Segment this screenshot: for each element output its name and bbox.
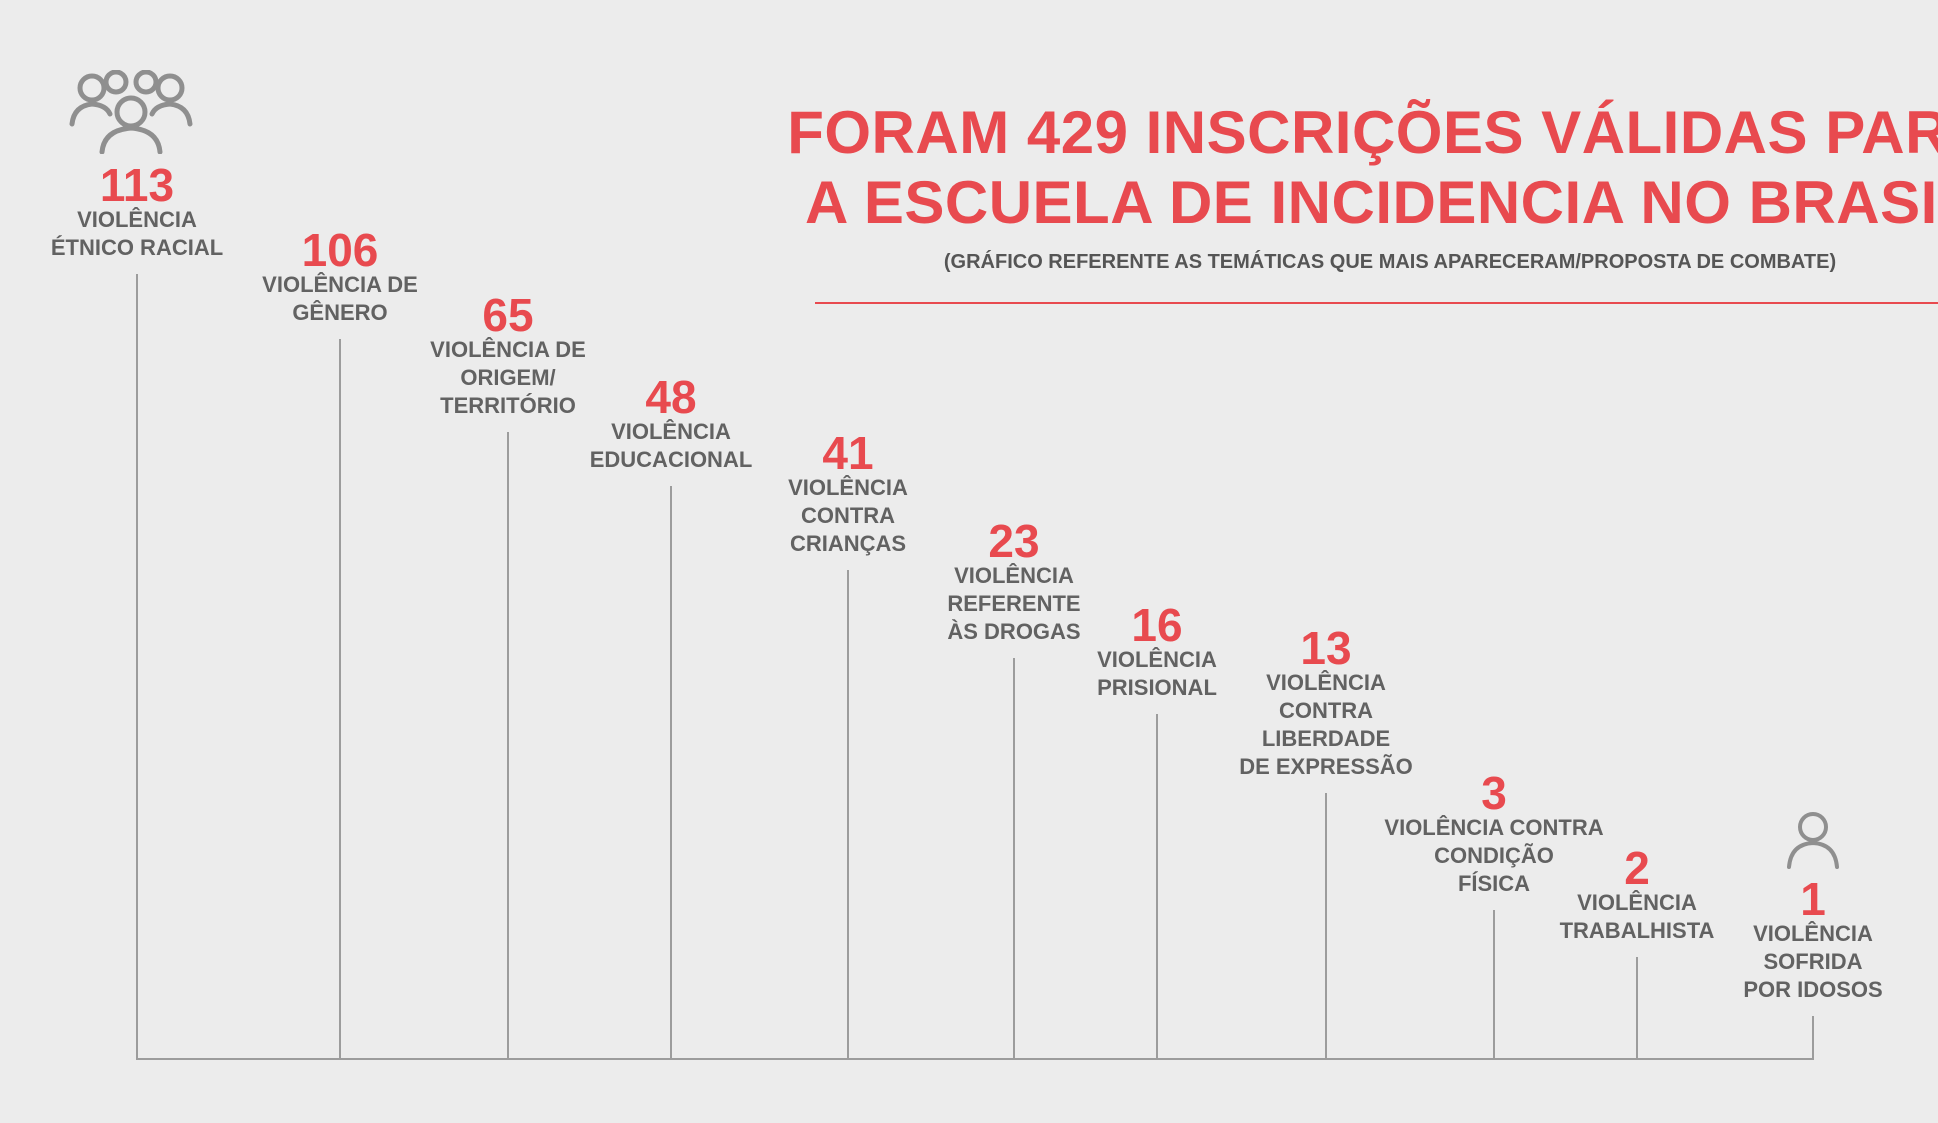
lollipop-stem bbox=[1156, 714, 1158, 1060]
value-label: 3 bbox=[1481, 767, 1507, 819]
value-label: 106 bbox=[301, 224, 379, 276]
lollipop-stem bbox=[1325, 793, 1327, 1060]
lollipop-stem bbox=[1636, 957, 1638, 1060]
value-label: 41 bbox=[822, 427, 874, 479]
value-label: 2 bbox=[1624, 842, 1650, 894]
category-label: VIOLÊNCIA REFERENTE ÀS DROGAS bbox=[947, 563, 1081, 644]
lollipop-stem bbox=[136, 274, 138, 1060]
value-label: 113 bbox=[99, 159, 175, 211]
value-label: 23 bbox=[988, 515, 1040, 567]
chart-title-line-1: FORAM 429 INSCRIÇÕES VÁLIDAS PARA bbox=[787, 99, 1938, 166]
category-label: VIOLÊNCIA PRISIONAL bbox=[1097, 647, 1217, 700]
title-underline bbox=[815, 302, 1938, 304]
chart-subtitle: (GRÁFICO REFERENTE AS TEMÁTICAS QUE MAIS… bbox=[943, 251, 1837, 273]
category-label: VIOLÊNCIA CONTRA CONDIÇÃO FÍSICA bbox=[1384, 815, 1604, 896]
lollipop-stem bbox=[507, 432, 509, 1060]
value-label: 65 bbox=[482, 289, 534, 341]
category-label: VIOLÊNCIA DE ORIGEM/ TERRITÓRIO bbox=[430, 337, 586, 418]
value-label: 13 bbox=[1300, 622, 1352, 674]
lollipop-stem bbox=[847, 570, 849, 1060]
people-group-icon bbox=[69, 70, 193, 154]
category-label: VIOLÊNCIA CONTRA CRIANÇAS bbox=[788, 475, 908, 556]
value-label: 1 bbox=[1800, 873, 1826, 925]
category-label: VIOLÊNCIA EDUCACIONAL bbox=[589, 419, 753, 472]
chart-baseline bbox=[137, 1058, 1814, 1060]
person-icon bbox=[1787, 812, 1839, 869]
lollipop-stem bbox=[339, 339, 341, 1060]
lollipop-stem bbox=[1812, 1016, 1814, 1060]
value-label: 16 bbox=[1131, 599, 1183, 651]
category-label: VIOLÊNCIA SOFRIDA POR IDOSOS bbox=[1743, 921, 1883, 1002]
lollipop-stem bbox=[1493, 910, 1495, 1060]
value-label: 48 bbox=[645, 371, 697, 423]
category-label: VIOLÊNCIA CONTRA LIBERDADE DE EXPRESSÃO bbox=[1239, 670, 1413, 779]
lollipop-stem bbox=[1013, 658, 1015, 1060]
category-label: VIOLÊNCIA ÉTNICO RACIAL bbox=[50, 207, 224, 260]
lollipop-stem bbox=[670, 486, 672, 1060]
category-label: VIOLÊNCIA DE GÊNERO bbox=[262, 272, 418, 325]
chart-title-line-2: A ESCUELA DE INCIDENCIA NO BRASIL bbox=[805, 169, 1938, 236]
category-label: VIOLÊNCIA TRABALHISTA bbox=[1559, 890, 1715, 943]
